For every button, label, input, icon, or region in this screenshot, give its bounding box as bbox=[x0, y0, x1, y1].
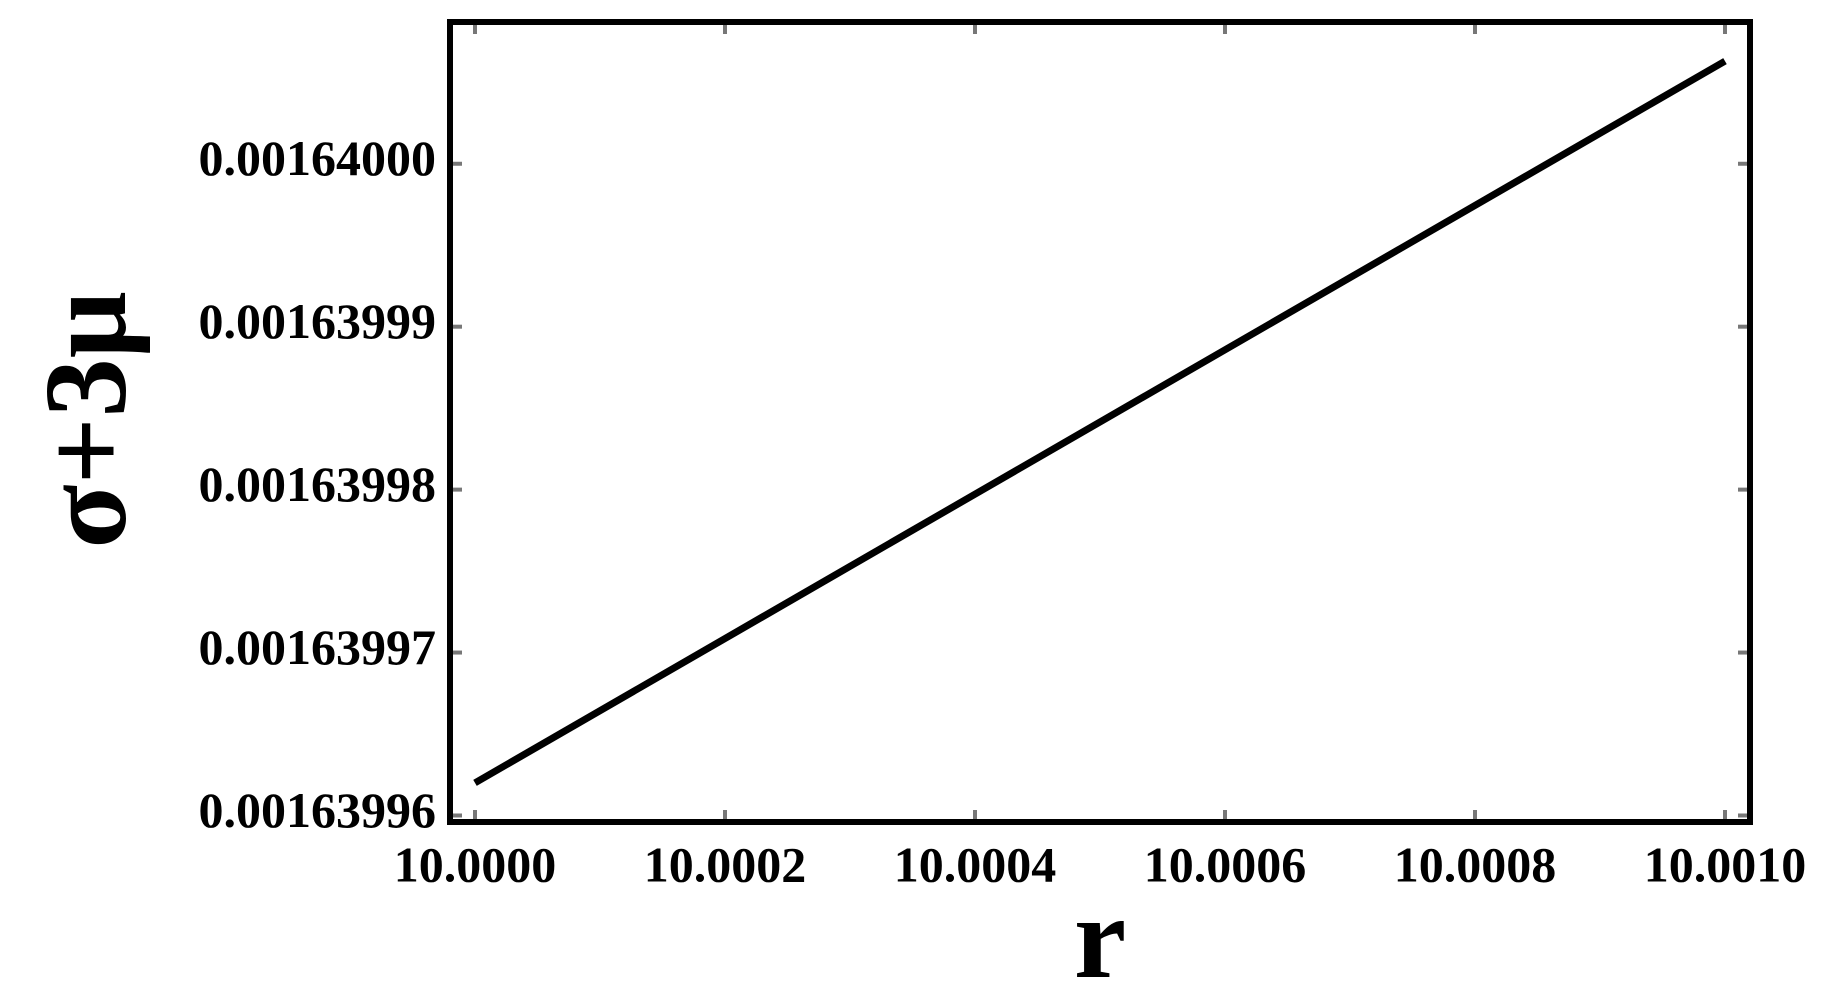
x-tick-label: 10.0010 bbox=[1644, 836, 1807, 892]
y-tick-label: 0.00163996 bbox=[199, 782, 437, 838]
x-tick-label: 10.0006 bbox=[1144, 836, 1307, 892]
x-axis-label: r bbox=[1074, 872, 1126, 991]
x-tick-label: 10.0008 bbox=[1394, 836, 1557, 892]
x-tick-label: 10.0002 bbox=[644, 836, 807, 892]
y-tick-label: 0.00163998 bbox=[199, 456, 437, 512]
y-tick-label: 0.00164000 bbox=[199, 130, 437, 186]
x-tick-label: 10.0000 bbox=[394, 836, 557, 892]
data-line bbox=[473, 58, 1727, 786]
plot-frame bbox=[447, 19, 1753, 825]
y-tick-label: 0.00163997 bbox=[199, 619, 437, 675]
y-tick-label: 0.00163999 bbox=[199, 293, 437, 349]
y-axis-label: σ+3μ bbox=[20, 291, 151, 548]
x-tick-label: 10.0004 bbox=[894, 836, 1057, 892]
